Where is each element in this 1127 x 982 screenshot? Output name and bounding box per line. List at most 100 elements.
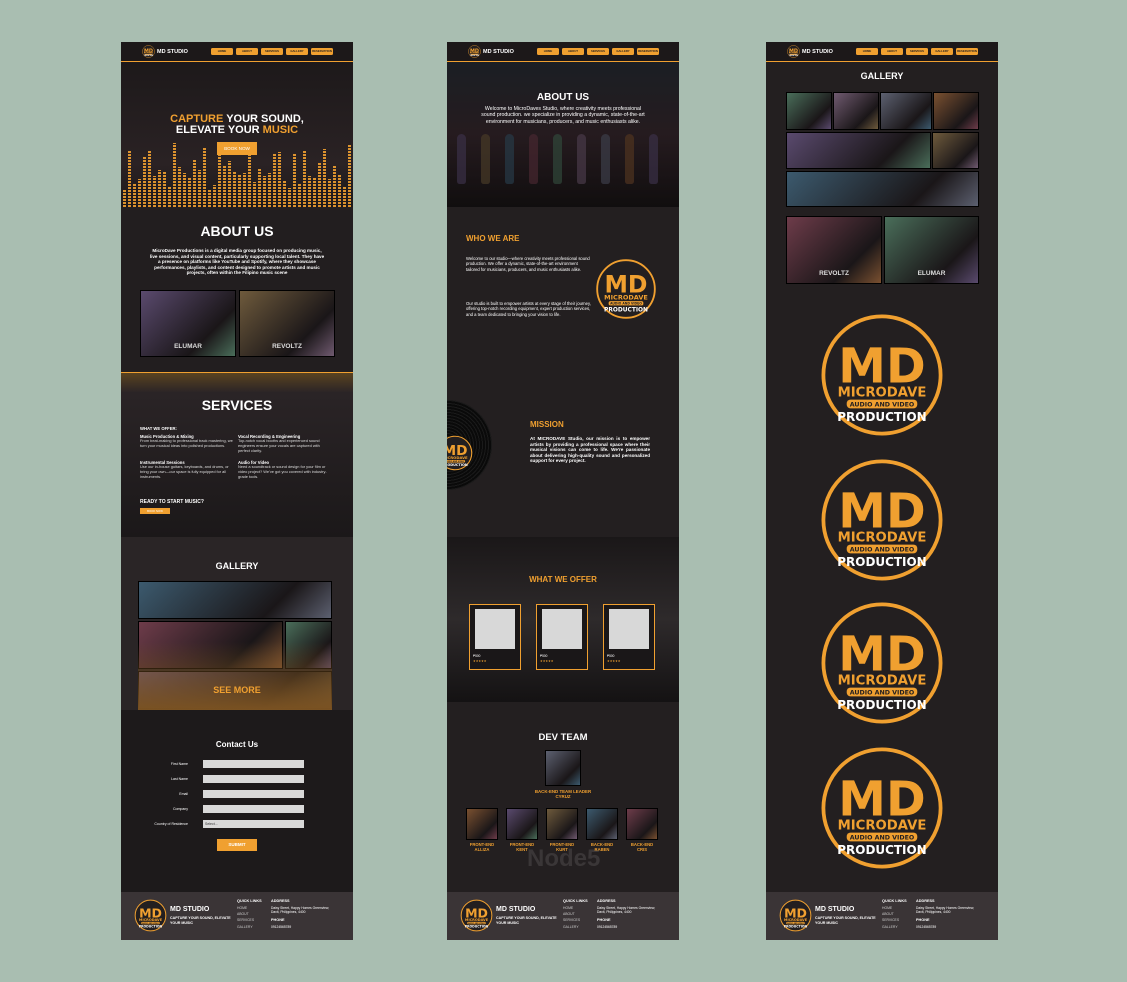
equalizer-bar (183, 172, 187, 207)
footer-link[interactable]: SERVICES (563, 918, 581, 923)
nav-link[interactable]: RESERVATION (311, 48, 333, 55)
logo-name: MICRODAVE (784, 918, 808, 922)
footer-link[interactable]: HOME (563, 906, 574, 910)
photo (545, 750, 581, 786)
guitar (481, 134, 490, 184)
offer-image (609, 609, 649, 649)
equalizer-bar (253, 181, 257, 207)
offer-price: ₱500 (473, 654, 481, 658)
logo-name: MICRODAVE (470, 53, 479, 55)
logo-production: PRODUCTION (837, 843, 926, 857)
nav-link[interactable]: GALLERY (612, 48, 634, 55)
leader-role: BACK-END TEAM LEADER (534, 789, 592, 794)
hero-title: CAPTURE YOUR SOUND, ELEVATE YOUR MUSIC (121, 114, 353, 136)
logo-band-text: AUDIO AND VIDEO (471, 54, 478, 56)
footer-link[interactable]: HOME (882, 906, 893, 910)
logo-name: MICRODAVE (144, 53, 153, 55)
logo-production: PRODUCTION (604, 308, 648, 314)
input[interactable] (203, 775, 304, 783)
logo-band-text: AUDIO AND VIDEO (610, 302, 642, 306)
nav-link[interactable]: ABOUT (236, 48, 258, 55)
footer-link[interactable]: ABOUT (237, 912, 249, 917)
logo-band (141, 921, 160, 925)
photo (786, 132, 931, 169)
equalizer-bar (283, 181, 287, 207)
nav-link[interactable]: RESERVATION (956, 48, 978, 55)
logo-letters: MD (465, 905, 488, 920)
nav-link[interactable]: SERVICES (906, 48, 928, 55)
logo-band-text: AUDIO AND VIDEO (790, 54, 797, 56)
footer-link[interactable]: ABOUT (563, 912, 575, 917)
who-p1: Welcome to our studio—where creativity m… (466, 256, 590, 272)
photo (626, 808, 658, 840)
nav-link[interactable]: GALLERY (931, 48, 953, 55)
services-cta: READY TO START MUSIC? (140, 499, 204, 505)
hero-button[interactable]: BOOK NOW (217, 142, 257, 155)
logo-letters: MD (470, 48, 479, 54)
nav-link[interactable]: HOME (537, 48, 559, 55)
footer-link[interactable]: GALLERY (882, 924, 898, 929)
offer-stars: ★★★★★ (607, 659, 621, 663)
submit[interactable]: SUBMIT (217, 839, 257, 851)
logo-band (846, 544, 918, 554)
nav-link[interactable]: HOME (856, 48, 878, 55)
logo-band (470, 54, 479, 55)
footer-address: Daisy Street, Happy Homes Greenview, Dav… (916, 906, 975, 915)
field-label: Last Name (171, 777, 188, 781)
service-name: Vocal Recording & Engineering (238, 434, 301, 439)
services-button[interactable]: BOOK NOW (140, 508, 170, 514)
see-more[interactable]: SEE MORE (213, 685, 261, 695)
photo (933, 92, 979, 130)
member-role: FRONT-END (509, 842, 535, 847)
logo-production: PRODUCTION (789, 55, 798, 57)
footer-links-title: QUICK LINKS (882, 899, 907, 903)
footer-address: Daisy Street, Happy Homes Greenview, Dav… (597, 906, 656, 915)
nav-link[interactable]: GALLERY (286, 48, 308, 55)
footer-link[interactable]: ABOUT (882, 912, 894, 917)
logo-production: PRODUCTION (447, 463, 468, 467)
input[interactable] (203, 805, 304, 813)
who-title: WHO WE ARE (466, 234, 520, 243)
photo (786, 171, 979, 207)
offer-stars: ★★★★★ (473, 659, 487, 663)
field-label: Country of Residence (154, 822, 188, 826)
footer-link[interactable]: GALLERY (237, 924, 253, 929)
nav-link[interactable]: ABOUT (562, 48, 584, 55)
guitar (601, 134, 610, 184)
footer-phone: 09124565789 (916, 925, 937, 929)
member-role: BACK-END (590, 842, 614, 847)
logo-band (144, 54, 153, 55)
logo-band (846, 832, 918, 842)
equalizer-bar (348, 144, 352, 207)
logo-letters: MD (144, 48, 153, 54)
nav-link[interactable]: RESERVATION (637, 48, 659, 55)
service-desc: Top-notch vocal booths and experienced s… (238, 438, 320, 453)
logo-band (789, 54, 798, 55)
equalizer-bar (128, 151, 132, 207)
equalizer-bar (248, 141, 252, 207)
logo-name: MICRODAVE (838, 530, 927, 545)
equalizer-bar (218, 151, 222, 207)
footer-link[interactable]: SERVICES (882, 918, 900, 923)
input[interactable] (203, 790, 304, 798)
logo-band (447, 460, 466, 463)
equalizer-bar (208, 188, 212, 207)
nav-link[interactable]: SERVICES (261, 48, 283, 55)
photo (506, 808, 538, 840)
equalizer-bar (123, 189, 127, 207)
nav-link[interactable]: HOME (211, 48, 233, 55)
logo-band (608, 301, 644, 306)
footer-link[interactable]: HOME (237, 906, 248, 910)
footer-link[interactable]: GALLERY (563, 924, 579, 929)
nav-link[interactable]: ABOUT (881, 48, 903, 55)
footer-link[interactable]: SERVICES (237, 918, 255, 923)
nav-link[interactable]: SERVICES (587, 48, 609, 55)
input[interactable] (203, 820, 304, 828)
input[interactable] (203, 760, 304, 768)
equalizer-bar (243, 172, 247, 207)
photo (932, 132, 979, 169)
footer-tagline: CAPTURE YOUR SOUND, ELEVATE YOUR MUSIC (170, 916, 231, 925)
